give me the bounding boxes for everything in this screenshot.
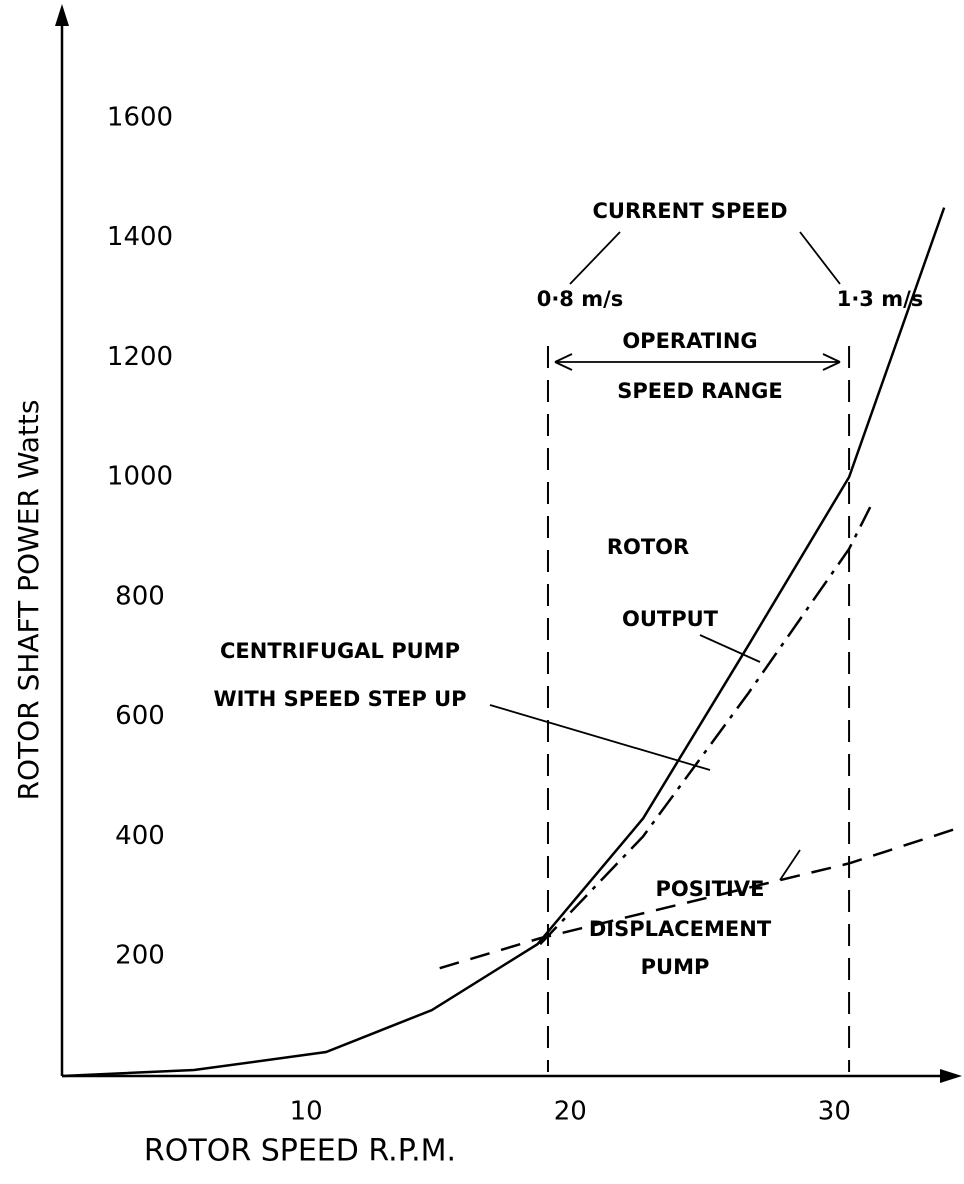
- series-line: [439, 826, 961, 970]
- series-line: [61, 207, 946, 1078]
- annotation: ROTOR: [607, 535, 689, 559]
- x-tick-label: 20: [554, 1097, 587, 1127]
- y-tick-label: 600: [115, 701, 165, 731]
- x-tick-label: 10: [290, 1097, 323, 1127]
- annotation: POSITIVE: [656, 877, 765, 901]
- annotation: 0·8 m/s: [537, 287, 624, 311]
- annotation: WITH SPEED STEP UP: [213, 687, 466, 711]
- annotation: PUMP: [641, 955, 710, 979]
- annotation: DISPLACEMENT: [589, 917, 772, 941]
- series-line: [539, 506, 872, 946]
- annotation: 1·3 m/s: [837, 287, 924, 311]
- annotation: SPEED RANGE: [617, 379, 783, 403]
- y-tick-label: 400: [115, 821, 165, 851]
- x-axis-arrow: [940, 1069, 962, 1083]
- y-axis-arrow: [55, 4, 69, 26]
- y-axis-title: ROTOR SHAFT POWER Watts: [12, 400, 45, 801]
- annotation: OUTPUT: [622, 607, 719, 631]
- y-tick-label: 1000: [107, 462, 173, 492]
- x-tick-label: 30: [818, 1097, 851, 1127]
- y-tick-label: 800: [115, 581, 165, 611]
- y-tick-label: 200: [115, 941, 165, 971]
- annotations: CURRENT SPEED 0·8 m/s 1·3 m/s OPERATING …: [213, 199, 923, 979]
- annotation: CENTRIFUGAL PUMP: [220, 639, 460, 663]
- annotation: CURRENT SPEED: [593, 199, 788, 223]
- x-axis-title: ROTOR SPEED R.P.M.: [144, 1134, 456, 1169]
- y-tick-label: 1600: [107, 102, 173, 132]
- y-tick-label: 1400: [107, 222, 173, 252]
- annotation: OPERATING: [622, 329, 757, 353]
- y-tick-label: 1200: [107, 342, 173, 372]
- leader-lines: [489, 231, 841, 881]
